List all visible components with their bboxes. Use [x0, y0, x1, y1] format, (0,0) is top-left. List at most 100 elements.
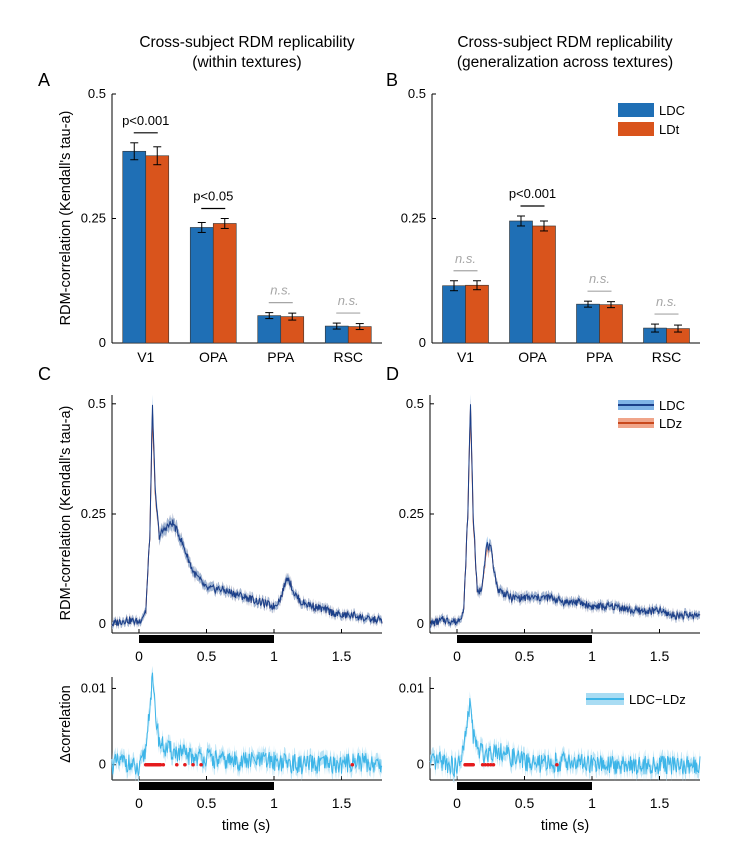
y-tick-label: 0.5 [408, 86, 426, 101]
y-tick-label: 0 [419, 335, 426, 350]
chart-panel-a: 0 0.25 0.5 V1 p<0.001 OPA p<0.05 PPA n.s. RSC n.s. [81, 86, 382, 365]
x-tick-label: 1 [270, 795, 278, 811]
x-tick-label: 0 [135, 795, 143, 811]
significance-label: p<0.001 [122, 113, 169, 128]
x-tick-label: 0 [453, 648, 461, 664]
y-tick-label: 0 [417, 616, 424, 631]
bar-ldt [145, 155, 170, 344]
bar-ldt [599, 304, 623, 344]
x-tick-label: RSC [652, 349, 682, 365]
ylabel-time: RDM-correlation (Kendall's tau-a) [58, 406, 74, 621]
legend-ldc-label: LDC [659, 103, 685, 118]
x-tick-label: RSC [333, 349, 363, 365]
y-tick-label: 0.5 [88, 86, 106, 101]
stimulus-bar [139, 635, 274, 643]
y-tick-label: 0 [99, 757, 106, 772]
series-line-ldz [429, 408, 701, 628]
significance-dot [488, 762, 493, 767]
bar-ldt [532, 225, 556, 344]
y-tick-label: 0.5 [406, 396, 424, 411]
y-tick-label: 0.25 [399, 506, 424, 521]
x-tick-label: 0 [135, 648, 143, 664]
y-tick-label: 0 [99, 616, 106, 631]
significance-label: n.s. [656, 294, 677, 309]
y-tick-label: 0.5 [88, 396, 106, 411]
bar-ldc [189, 227, 214, 344]
y-tick-label: 0.01 [399, 680, 424, 695]
legend-line-ldz-label: LDz [659, 416, 682, 431]
x-tick-label: 1.5 [650, 795, 670, 811]
significance-dot [491, 762, 496, 767]
significance-label: n.s. [589, 271, 610, 286]
panel-label-d: D [386, 364, 399, 384]
significance-label: p<0.001 [509, 186, 556, 201]
x-tick-label: 0.5 [197, 648, 217, 664]
stimulus-bar [139, 782, 274, 790]
y-tick-label: 0.25 [81, 211, 106, 226]
bar-ldc [257, 315, 282, 344]
legend-ldt-swatch [618, 122, 654, 136]
significance-dot [158, 762, 163, 767]
stimulus-bar [457, 782, 592, 790]
x-tick-label: 1 [270, 648, 278, 664]
legend-ldt-label: LDt [659, 122, 680, 137]
significance-label: n.s. [455, 251, 476, 266]
legend-line-ldc-label: LDC [659, 398, 685, 413]
x-tick-label: PPA [267, 349, 295, 365]
x-tick-label: 1.5 [332, 795, 352, 811]
y-tick-label: 0.25 [401, 211, 426, 226]
significance-dot [183, 762, 187, 767]
series-line-ldz [111, 413, 383, 627]
chart-panel-d: 0 0.25 0.5 0 0.5 1 1.5 [399, 394, 701, 664]
x-tick-label: 0.5 [515, 795, 535, 811]
significance-dot [480, 762, 485, 767]
x-tick-label: 1.5 [650, 648, 670, 664]
stimulus-bar [457, 635, 592, 643]
significance-dot [191, 762, 195, 767]
chart-panel-d-diff: 0 0.01 0 0.5 1 1.5 [399, 677, 701, 811]
panel-label-a: A [38, 70, 50, 90]
x-tick-label: 1.5 [332, 648, 352, 664]
bar-ldc [509, 220, 533, 344]
series-line-ldc [111, 404, 383, 627]
legend-lines: LDC LDz [618, 398, 685, 431]
x-tick-label: 0.5 [515, 648, 535, 664]
significance-dot [199, 762, 203, 767]
legend-ldc-swatch [618, 103, 654, 117]
series-line-ldc [429, 404, 701, 628]
y-tick-label: 0.01 [81, 680, 106, 695]
significance-dot [555, 762, 559, 767]
legend-bars: LDC LDt [618, 103, 685, 137]
x-tick-label: V1 [457, 349, 474, 365]
significance-dot [483, 762, 488, 767]
title-left-line1: Cross-subject RDM replicability [139, 34, 355, 51]
significance-dot [471, 762, 476, 767]
chart-panel-c-diff: 0 0.01 0 0.5 1 1.5 [81, 665, 383, 811]
series-line-diff [429, 698, 701, 778]
y-tick-label: 0 [417, 757, 424, 772]
title-right-line2: (generalization across textures) [457, 54, 673, 71]
ylabel-diff: Δcorrelation [58, 685, 74, 762]
ylabel-bars: RDM-correlation (Kendall's tau-a) [58, 111, 74, 326]
significance-label: n.s. [270, 283, 291, 298]
significance-dot [350, 762, 355, 767]
panel-label-c: C [38, 364, 51, 384]
y-tick-label: 0 [99, 335, 106, 350]
x-tick-label: V1 [137, 349, 154, 365]
title-left-line2: (within textures) [192, 54, 301, 71]
significance-dot [161, 762, 166, 767]
xlabel-time-left: time (s) [222, 818, 270, 834]
significance-dot [486, 762, 490, 767]
significance-label: n.s. [338, 293, 359, 308]
series-line-diff [111, 672, 383, 776]
panel-label-b: B [386, 70, 398, 90]
y-tick-label: 0.25 [81, 506, 106, 521]
legend-diff: LDC−LDz [586, 692, 686, 707]
x-tick-label: 1 [588, 648, 596, 664]
bar-ldc [442, 285, 466, 344]
bar-ldt [212, 223, 237, 344]
band-ldz [112, 403, 382, 630]
x-tick-label: PPA [586, 349, 614, 365]
legend-diff-label: LDC−LDz [629, 692, 686, 707]
